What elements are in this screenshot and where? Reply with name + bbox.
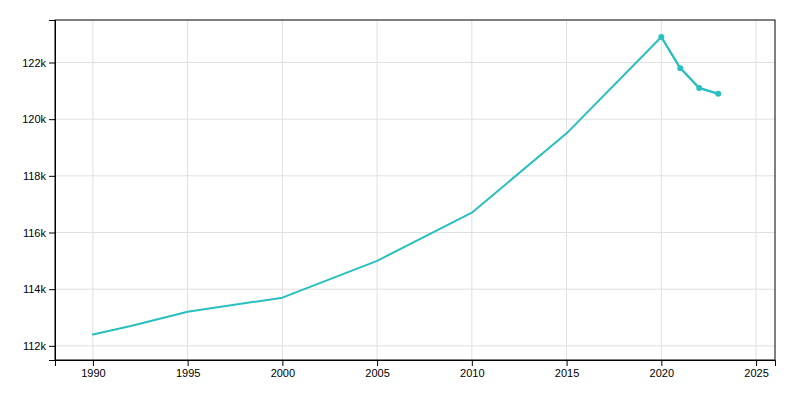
grid-line-x xyxy=(187,20,188,360)
x-tick: 2000 xyxy=(271,360,295,379)
grid-line-y xyxy=(55,289,775,290)
grid-line-y xyxy=(55,119,775,120)
x-tick: 2015 xyxy=(555,360,579,379)
x-tick: 2020 xyxy=(650,360,674,379)
x-tick-mark xyxy=(377,360,378,366)
grid-line-y xyxy=(55,232,775,233)
x-tick-label: 2005 xyxy=(365,367,389,379)
grid-line-y xyxy=(55,175,775,176)
x-tick-label: 2010 xyxy=(460,367,484,379)
y-tick-label: 112k xyxy=(23,340,47,352)
series-line xyxy=(93,37,718,335)
grid-line-x xyxy=(661,20,662,360)
y-tick-mark xyxy=(49,233,55,234)
y-tick-mark xyxy=(49,346,55,347)
x-tick-mark xyxy=(756,360,757,366)
x-tick-label: 1990 xyxy=(81,367,105,379)
grid-line-x xyxy=(471,20,472,360)
grid-line-x xyxy=(92,20,93,360)
grid-line-x xyxy=(282,20,283,360)
grid-line-x xyxy=(756,20,757,360)
y-tick-mark xyxy=(49,289,55,290)
y-tick-label: 120k xyxy=(22,113,46,125)
x-axis: 1990 1995 2000 2005 2010 2015 2020 2025 xyxy=(56,360,776,379)
x-tick-mark xyxy=(661,360,662,366)
y-tick-label: 122k xyxy=(22,57,46,69)
y-tick: 112k xyxy=(23,340,55,352)
x-tick: 1990 xyxy=(81,360,105,379)
y-tick: 122k xyxy=(22,57,55,69)
x-tick-mark xyxy=(282,360,283,366)
marks xyxy=(93,34,721,335)
series-marker xyxy=(677,65,683,71)
series-marker xyxy=(696,85,702,91)
y-axis-line xyxy=(49,21,56,361)
x-tick-label: 2025 xyxy=(744,367,768,379)
x-tick: 2010 xyxy=(460,360,484,379)
x-tick: 2005 xyxy=(365,360,389,379)
x-tick-label: 2000 xyxy=(271,367,295,379)
x-tick: 1995 xyxy=(176,360,200,379)
y-tick-mark xyxy=(49,63,55,64)
y-tick: 116k xyxy=(23,227,55,239)
grid-line-y xyxy=(55,345,775,346)
x-tick-mark xyxy=(93,360,94,366)
y-tick-label: 114k xyxy=(23,283,47,295)
x-tick: 2025 xyxy=(744,360,768,379)
grid-line-y xyxy=(55,62,775,63)
y-tick-mark xyxy=(49,119,55,120)
y-tick: 114k xyxy=(23,283,55,295)
y-tick-label: 118k xyxy=(23,170,47,182)
y-tick: 120k xyxy=(22,113,55,125)
x-tick-mark xyxy=(567,360,568,366)
grid-line-x xyxy=(566,20,567,360)
y-tick-label: 116k xyxy=(23,227,47,239)
series-marker xyxy=(658,34,664,40)
series-marker xyxy=(715,91,721,97)
x-axis-line xyxy=(56,361,776,367)
x-tick-label: 2015 xyxy=(555,367,579,379)
grid-line-x xyxy=(377,20,378,360)
series-line xyxy=(661,37,718,94)
y-tick-mark xyxy=(49,176,55,177)
plot: 1990 1995 2000 2005 2010 2015 2020 2025 112k 114k… xyxy=(22,20,775,379)
chart: 1990 1995 2000 2005 2010 2015 2020 2025 112k 114k… xyxy=(0,0,800,400)
x-tick-label: 1995 xyxy=(176,367,200,379)
grid xyxy=(55,20,775,360)
x-tick-mark xyxy=(188,360,189,366)
plot-frame xyxy=(55,20,775,360)
y-axis: 112k 114k 116k 118k 120k 122k xyxy=(22,21,55,361)
y-tick: 118k xyxy=(23,170,55,182)
x-tick-mark xyxy=(472,360,473,366)
x-tick-label: 2020 xyxy=(650,367,674,379)
